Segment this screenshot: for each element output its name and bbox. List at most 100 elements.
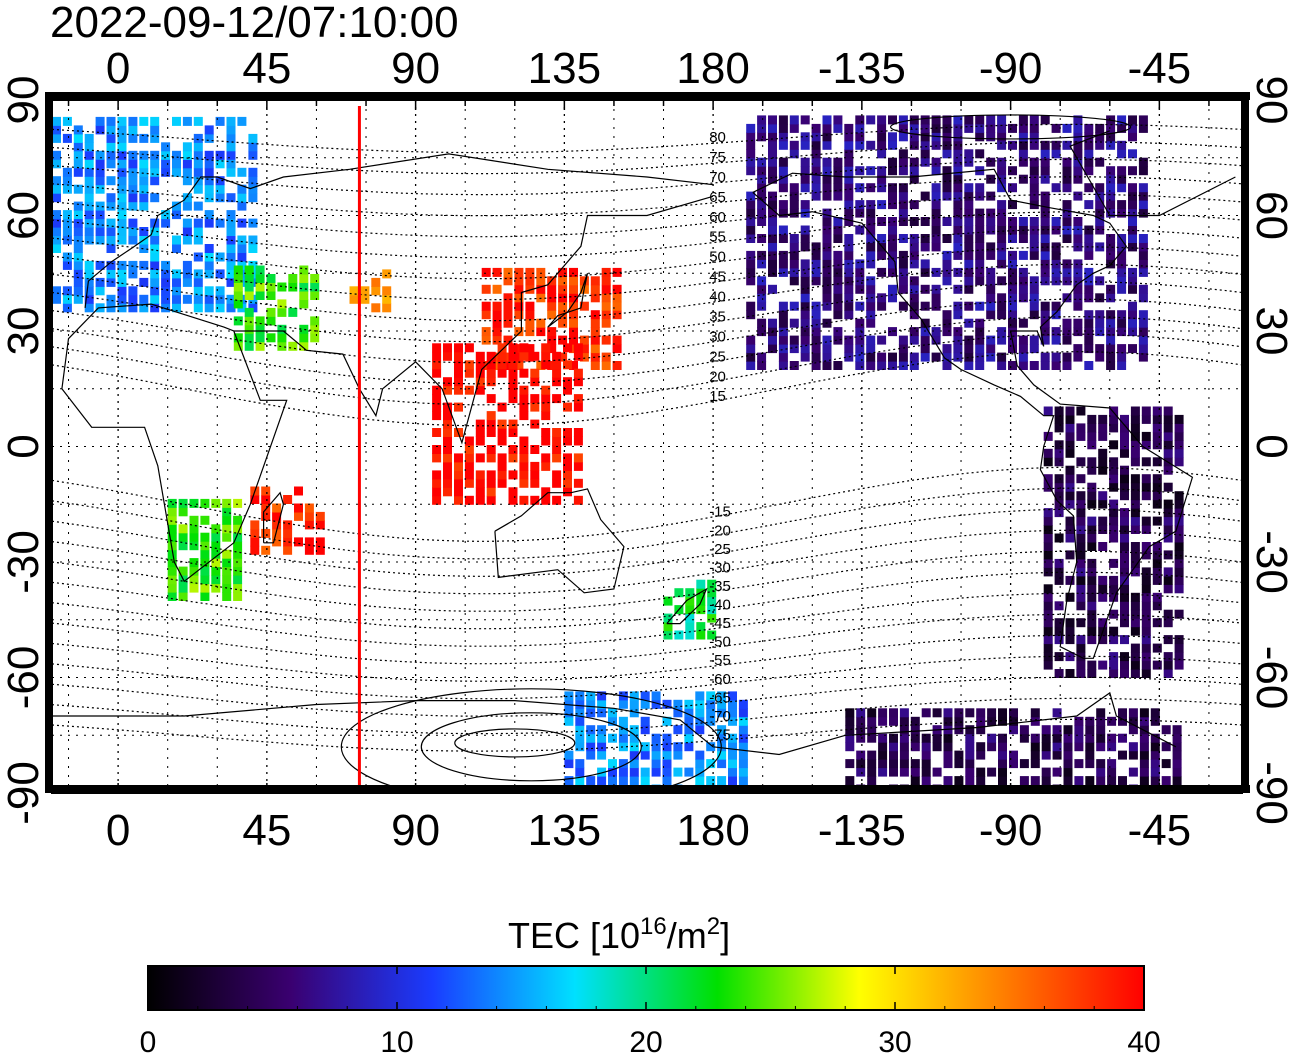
- colorbar-tick-label: 10: [380, 1026, 413, 1057]
- mag-lat-contour: [52, 592, 1242, 647]
- x-tick-label-bottom: 135: [528, 806, 601, 855]
- x-tick-label-top: 90: [391, 44, 440, 93]
- colorbar: TEC [1016/m2] 0 10 20 30 40: [140, 913, 1161, 1057]
- mag-lat-label: -30: [709, 559, 731, 576]
- mag-lat-contour: [52, 508, 1242, 577]
- axis-tick-marks: [67, 100, 1210, 793]
- mag-lat-contour: [52, 613, 1242, 665]
- tec-region-east-asia: [481, 267, 622, 370]
- coastline-path: [547, 273, 589, 328]
- tec-region-central-asia: [349, 269, 392, 313]
- tec-region-south-america: [1043, 406, 1184, 678]
- x-tick-label-bottom: 0: [106, 806, 130, 855]
- tec-region-antarctica-pacific: [564, 691, 748, 793]
- mag-lat-label: 20: [709, 368, 726, 385]
- mag-lat-label: 55: [709, 229, 726, 246]
- colorbar-title: TEC [1016/m2]: [508, 913, 730, 956]
- y-tick-label-right: -90: [1247, 761, 1294, 825]
- x-tick-label-top: 45: [242, 44, 291, 93]
- tec-region-southeast-asia: [432, 343, 583, 505]
- mag-lat-contour: [52, 571, 1242, 630]
- mag-lat-label: -35: [709, 578, 731, 595]
- mag-lat-label: -50: [709, 634, 731, 651]
- x-tick-label-top: -45: [1128, 44, 1192, 93]
- mag-lat-contour: [52, 211, 1242, 259]
- y-tick-label-left: 60: [0, 191, 48, 240]
- mag-lat-contour: [52, 176, 1242, 217]
- coastline-path: [84, 153, 714, 308]
- mag-lat-contour: [52, 351, 1242, 427]
- x-tick-label-bottom: -135: [818, 806, 906, 855]
- timestamp-title: 2022-09-12/07:10:00: [50, 0, 459, 47]
- mag-pole-contour: [890, 114, 1132, 140]
- mag-lat-label: -45: [709, 615, 731, 632]
- coastline-path: [233, 195, 714, 445]
- mag-lat-contour: [52, 655, 1242, 700]
- mag-lat-contour: [52, 316, 1242, 385]
- x-tick-label-bottom: 45: [242, 806, 291, 855]
- mag-lat-label: -20: [709, 522, 731, 539]
- mag-lat-label: 70: [709, 169, 726, 186]
- mag-lat-label: -15: [709, 504, 731, 521]
- mag-pole-contour: [420, 712, 642, 782]
- x-axis-top-labels: 0 45 90 135 180 -135 -90 -45: [106, 44, 1191, 93]
- mag-lat-label: 35: [709, 308, 726, 325]
- y-tick-label-right: 60: [1247, 191, 1294, 240]
- mag-lat-contour: [52, 246, 1242, 301]
- x-tick-label-top: -135: [818, 44, 906, 93]
- coastline-path: [752, 168, 1194, 659]
- tec-region-middle-east: [233, 265, 320, 351]
- frame-bar-bottom: [45, 785, 1250, 793]
- mag-lat-contour: [52, 697, 1242, 735]
- colorbar-ticks: 0 10 20 30 40: [140, 966, 1161, 1057]
- frame-bar-left: [45, 92, 52, 793]
- mag-lat-contour: [52, 466, 1242, 542]
- mag-pole-contour: [340, 688, 722, 793]
- mag-lat-contour: [52, 529, 1242, 595]
- mag-lat-label: -55: [709, 652, 731, 669]
- map-plot: [45, 92, 1250, 794]
- mag-lat-label: -40: [709, 597, 731, 614]
- mag-lat-label: 75: [709, 149, 726, 166]
- x-tick-label-top: 180: [676, 44, 749, 93]
- mag-lat-label: -60: [709, 671, 731, 688]
- mag-lat-label: 30: [709, 328, 726, 345]
- frame-bar-right: [1242, 92, 1249, 793]
- x-tick-label-top: -90: [979, 44, 1043, 93]
- coastline-path: [263, 491, 285, 544]
- tec-region-antarctica-atlantic: [845, 708, 1182, 793]
- colorbar-tick-label: 40: [1127, 1026, 1160, 1057]
- coastline-path: [61, 303, 288, 583]
- mag-lat-label: 80: [709, 129, 726, 146]
- x-tick-label-bottom: -90: [979, 806, 1043, 855]
- mag-lat-contour: [52, 298, 1242, 364]
- mag-lat-contour: [52, 263, 1242, 322]
- mag-lat-contour: [52, 123, 1242, 154]
- mag-lat-label: -70: [709, 708, 731, 725]
- mag-lat-contour: [52, 676, 1242, 717]
- colorbar-tick-label: 20: [629, 1026, 662, 1057]
- magnetic-latitude-labels: 80 75 70 65 60 55 50 45 40 35 30 25 20 15 -15-20 -25-30…: [709, 129, 731, 743]
- mag-lat-contour: [52, 634, 1242, 682]
- y-axis-right-labels: 90 60 30 0 -30 -60 -90: [1247, 76, 1294, 825]
- y-tick-label-left: 0: [0, 434, 48, 458]
- x-tick-label-top: 135: [528, 44, 601, 93]
- mag-lat-label: 25: [709, 348, 726, 365]
- x-axis-bottom-labels: 0 45 90 135 180 -135 -90 -45: [106, 806, 1191, 855]
- mag-lat-contour: [52, 550, 1242, 612]
- tec-region-madagascar: [250, 486, 325, 555]
- y-tick-label-left: -60: [0, 646, 48, 710]
- coastline-path: [52, 691, 1177, 756]
- y-tick-label-right: 0: [1247, 434, 1294, 458]
- mag-lat-label: 45: [709, 269, 726, 286]
- mag-lat-label: -65: [709, 689, 731, 706]
- mag-lat-contour: [52, 333, 1242, 406]
- x-tick-label-bottom: 90: [391, 806, 440, 855]
- y-tick-label-left: -90: [0, 761, 48, 825]
- mag-lat-label: 40: [709, 289, 726, 306]
- y-tick-label-right: 90: [1247, 76, 1294, 125]
- mag-lat-contour: [52, 718, 1242, 752]
- x-tick-label-bottom: -45: [1128, 806, 1192, 855]
- mag-lat-label: -75: [709, 726, 731, 743]
